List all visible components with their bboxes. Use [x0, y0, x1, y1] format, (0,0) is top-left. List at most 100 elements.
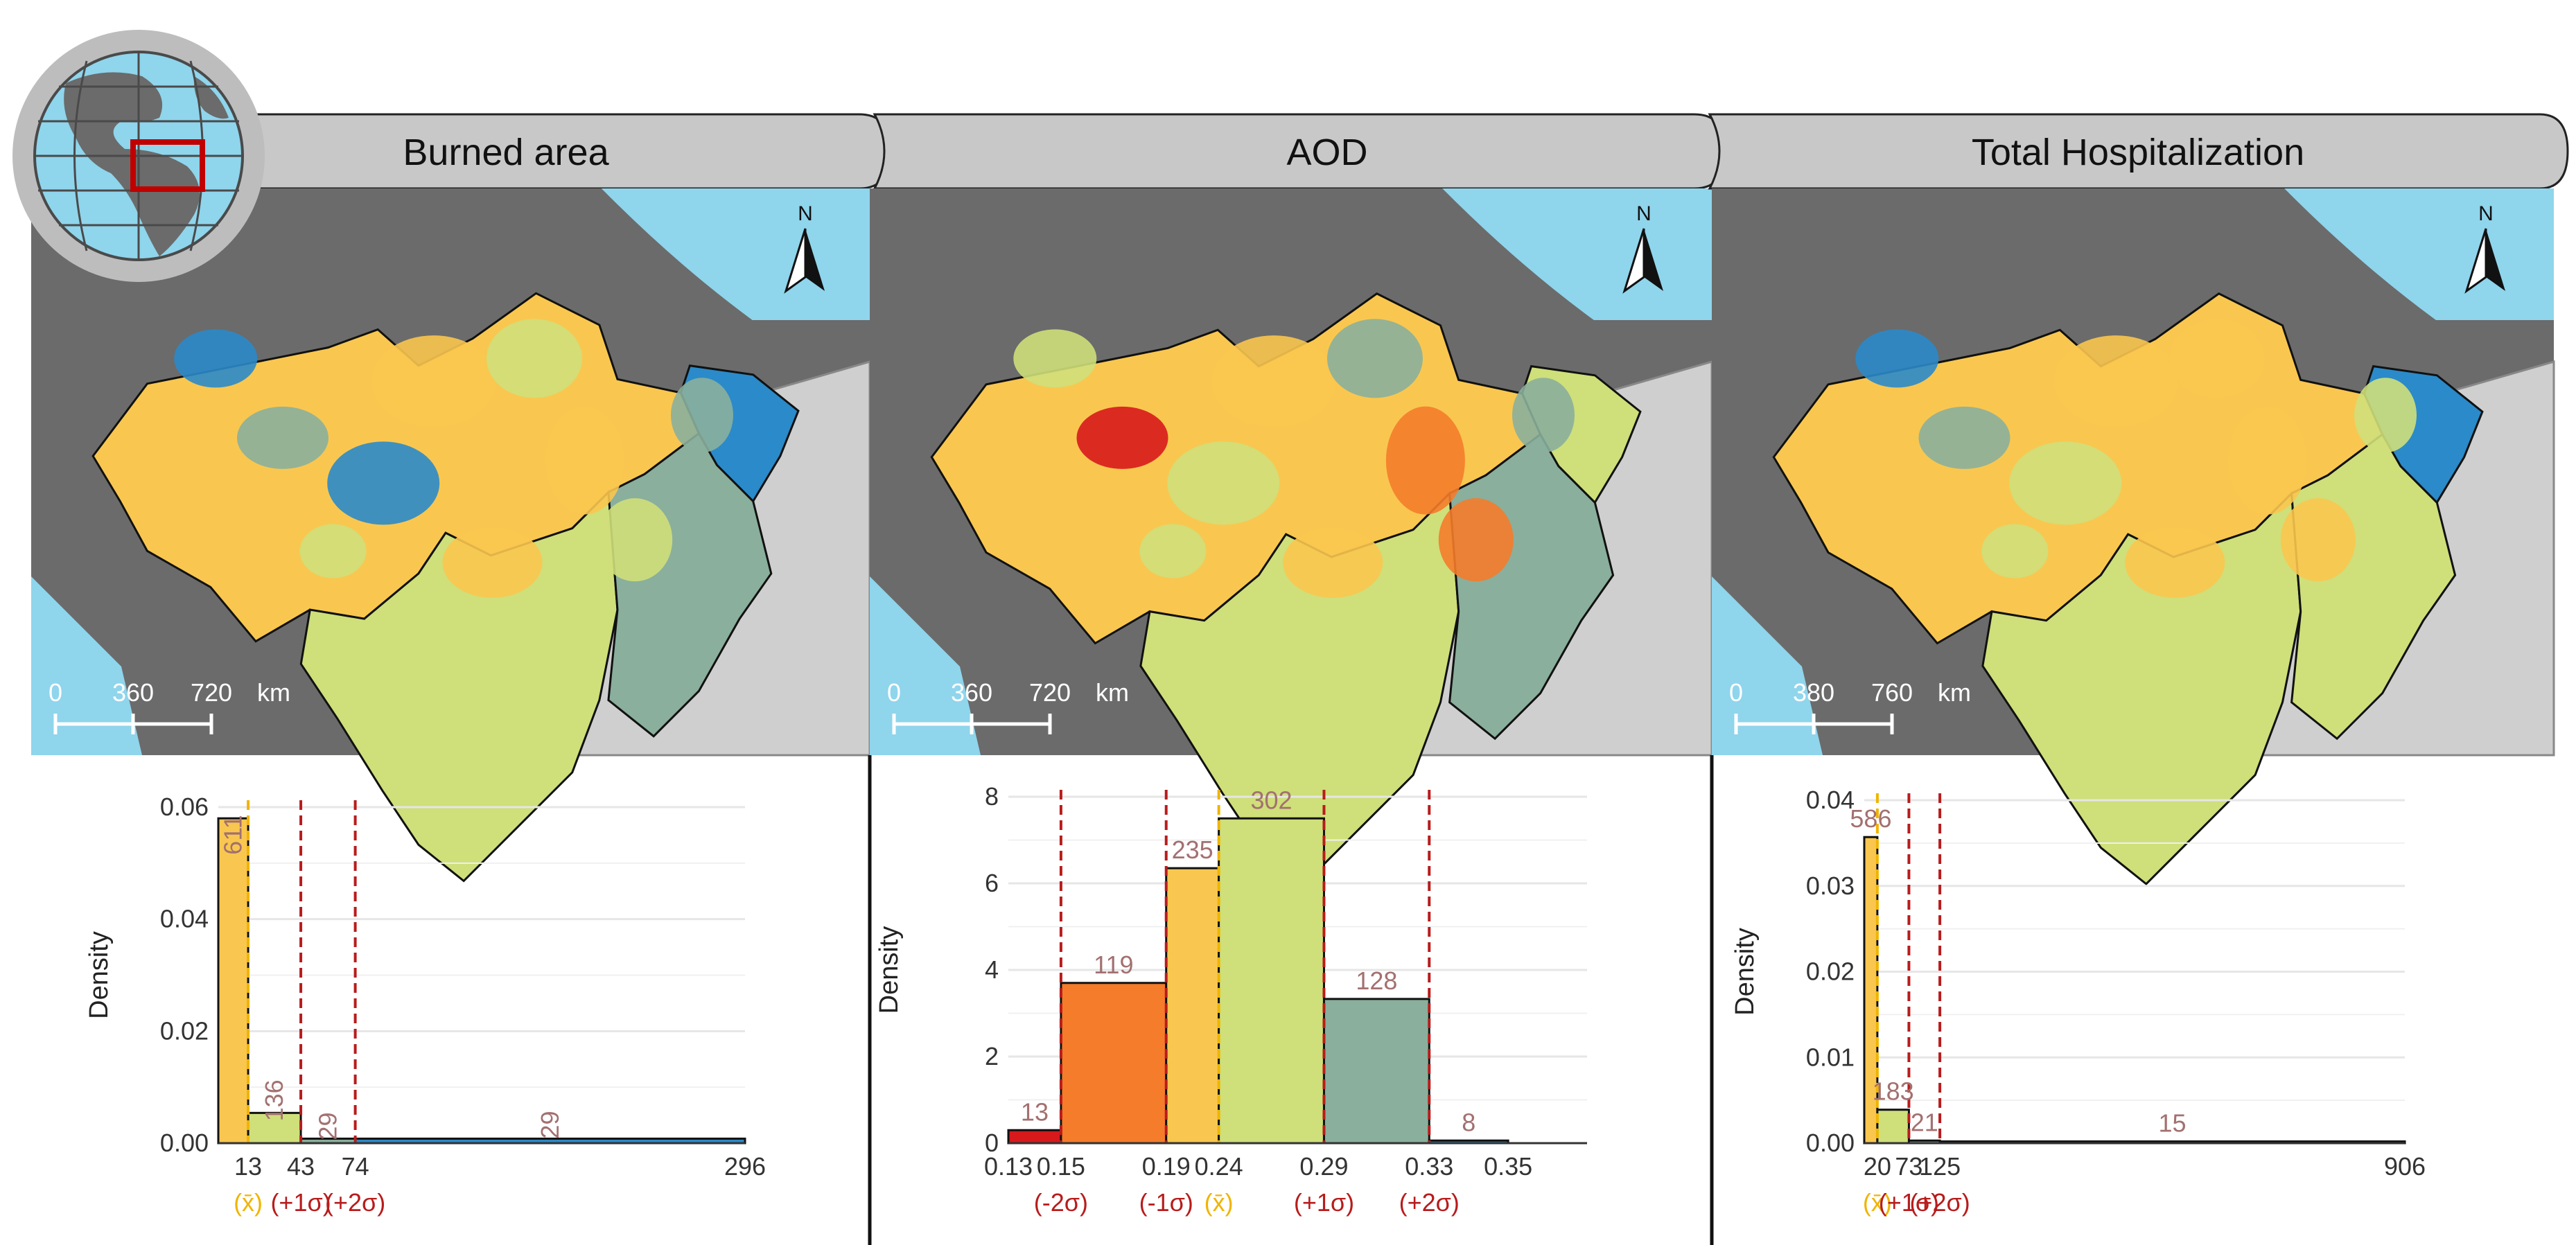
histogram-bar	[1060, 982, 1168, 1145]
x-tick-label: 0.33	[1405, 1152, 1453, 1181]
x-tick-label: 296	[724, 1152, 766, 1181]
bin-count-label: 611	[219, 815, 247, 854]
map-municipality-cluster	[1438, 498, 1514, 582]
map-state	[1981, 491, 2302, 885]
x-tick-label: 0.19	[1142, 1152, 1191, 1181]
panel-total-hospitalization: Total Hospitalization N 0 380 760 km 0.0…	[1708, 113, 2569, 1217]
map-state	[299, 490, 619, 883]
x-tick-label: 0.29	[1299, 1152, 1348, 1181]
y-axis-title: Density	[875, 926, 904, 1014]
x-tick-label: 0.35	[1484, 1152, 1532, 1181]
scale-bar: 0 360 720 km	[49, 678, 290, 734]
map-municipality-cluster	[2125, 527, 2225, 598]
map-aod	[870, 188, 1713, 885]
scale-label-2: 720	[191, 678, 232, 707]
y-tick-label: 0.02	[1806, 957, 1855, 986]
map-municipality-cluster	[174, 329, 258, 388]
north-arrow-icon	[1644, 229, 1663, 291]
y-tick-label: 0.00	[1806, 1129, 1855, 1157]
y-tick-label: 2	[985, 1042, 999, 1070]
scale-label-2: 720	[1029, 678, 1071, 707]
mean-label: (x̄)	[1204, 1188, 1234, 1217]
map-municipality-cluster	[2280, 498, 2356, 582]
x-tick-label: 906	[2384, 1152, 2426, 1181]
y-tick-label: 0.01	[1806, 1043, 1855, 1071]
scale-label-0: 0	[49, 678, 62, 707]
scale-bar: 0 380 760 km	[1729, 678, 1971, 734]
map-municipality-cluster	[371, 335, 496, 427]
y-tick-label: 0.04	[160, 905, 209, 933]
map-ocean	[2284, 188, 2554, 320]
bin-count-label: 21	[1911, 1108, 1938, 1136]
histogram-total-hospitalization: 0.00 0.01 0.02 0.03 0.04 (x̄)(+1σ)(+2σ) 586 183…	[1731, 786, 2426, 1217]
north-arrow-icon	[805, 229, 825, 291]
map-municipality-cluster	[545, 406, 624, 515]
x-tick-label: 0.13	[984, 1152, 1033, 1181]
x-tick-label: 0.15	[1037, 1152, 1085, 1181]
scale-unit: km	[1096, 678, 1129, 707]
scale-label-1: 380	[1793, 678, 1834, 707]
sigma-label: (+1σ)	[1879, 1188, 1939, 1217]
histogram-bar	[217, 817, 249, 1145]
mean-label: (x̄)	[234, 1188, 263, 1217]
x-tick-label: 74	[342, 1152, 369, 1181]
scale-label-0: 0	[887, 678, 901, 707]
bin-count-label: 13	[1021, 1097, 1049, 1126]
globe-study-area	[130, 139, 205, 192]
bin-count-label: 235	[1172, 836, 1213, 864]
map-burned-area	[31, 188, 871, 883]
north-arrow-icon	[2486, 229, 2505, 291]
map-ocean	[31, 576, 142, 755]
map-municipality-cluster	[487, 319, 582, 398]
north-arrow-icon-hollow	[2464, 228, 2487, 294]
histogram-aod: 0 2 4 6 8 (-2σ) (-1σ) (x̄) (+1σ) (+2σ) 13 119 235 302…	[875, 782, 1587, 1217]
map-municipality-cluster	[1139, 524, 1207, 579]
panel-title: AOD	[1286, 132, 1367, 173]
x-tick-label: 0.24	[1195, 1152, 1243, 1181]
map-municipality-cluster	[299, 524, 367, 579]
bin-count-label: 119	[1094, 951, 1133, 979]
north-arrow-label: N	[798, 202, 813, 225]
x-tick-label: 20	[1864, 1152, 1891, 1181]
y-tick-label: 6	[985, 869, 999, 897]
bin-count-label: 29	[313, 1113, 342, 1140]
scale-unit: km	[257, 678, 290, 707]
y-tick-label: 4	[985, 955, 999, 984]
sigma-label: (-2σ)	[1034, 1188, 1088, 1217]
histogram-burned-area: 0.00 0.02 0.04 0.06 (x̄) (+1σ)(+2σ) 611 136 29 29…	[85, 793, 766, 1217]
north-arrow-icon-hollow	[1622, 228, 1645, 294]
map-ocean	[601, 188, 870, 320]
map-municipality-cluster	[237, 406, 328, 469]
map-municipality-cluster	[2169, 319, 2265, 398]
y-tick-label: 0.06	[160, 793, 209, 821]
scale-label-0: 0	[1729, 678, 1743, 707]
map-municipality-cluster	[1918, 406, 2010, 469]
map-municipality-cluster	[1385, 406, 1465, 515]
sigma-label: (+2σ)	[1399, 1188, 1460, 1217]
histogram-bar	[1876, 1109, 1910, 1145]
map-municipality-cluster	[1167, 441, 1280, 525]
map-total-hospitalization	[1712, 188, 2555, 885]
histogram-bar	[1218, 817, 1325, 1145]
histogram-bar	[1007, 1129, 1062, 1145]
bin-count-label: 128	[1356, 966, 1397, 995]
bin-count-label: 586	[1850, 804, 1891, 833]
map-ocean	[1712, 576, 1823, 755]
bin-count-label: 29	[536, 1111, 564, 1139]
y-axis-title: Density	[1731, 928, 1760, 1016]
histogram-bar	[1322, 998, 1430, 1145]
map-municipality-cluster	[1512, 378, 1575, 453]
scale-unit: km	[1938, 678, 1971, 707]
x-tick-label: 13	[234, 1152, 262, 1181]
y-tick-label: 0.03	[1806, 872, 1855, 900]
north-arrow-label: N	[2478, 202, 2494, 225]
panel-header	[1708, 113, 2569, 190]
panel-aod: AOD N 0 360 720 km 0 2 4 6 8 (-2σ) (-1σ) (x̄) (+…	[870, 113, 1727, 1217]
y-tick-label: 0	[985, 1129, 999, 1157]
sigma-label: (+2σ)	[325, 1188, 385, 1217]
map-municipality-cluster	[1327, 319, 1423, 398]
bin-count-label: 183	[1873, 1077, 1914, 1106]
sigma-label: (+1σ)	[270, 1188, 331, 1217]
bin-count-label: 302	[1251, 786, 1293, 814]
